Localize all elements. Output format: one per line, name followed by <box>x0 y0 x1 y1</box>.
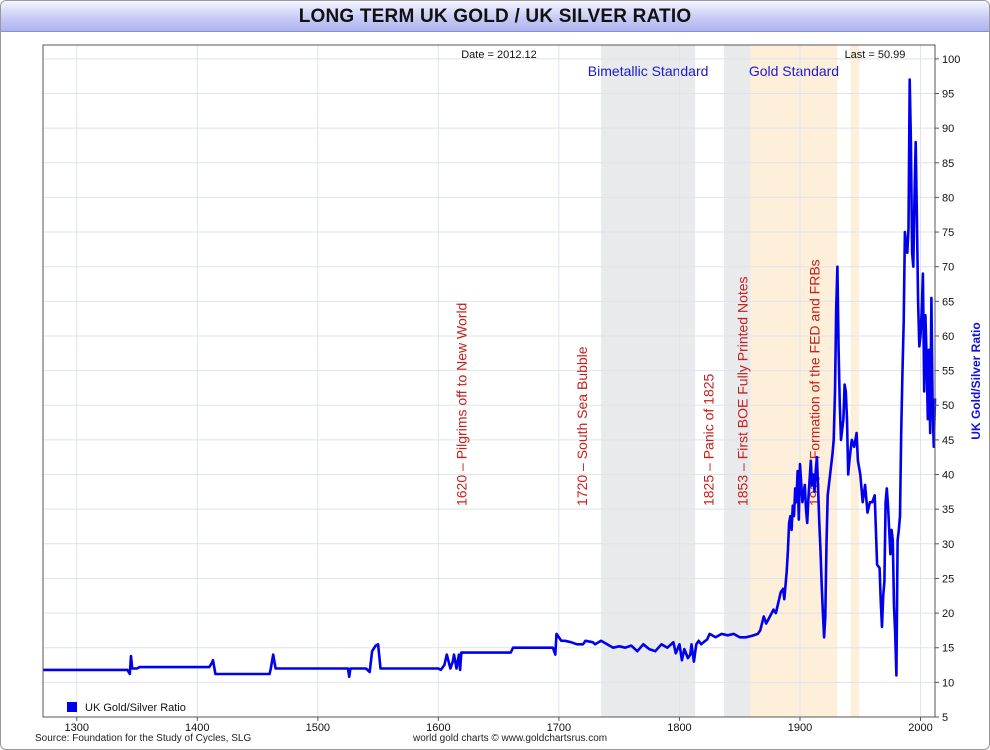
event-annotation-4: 1913 – Formation of the FED and FRBs <box>807 259 823 506</box>
region-label-2: Gold Standard <box>749 63 839 79</box>
y-tick-label-0: 5 <box>942 712 948 724</box>
last-label: Last = 50.99 <box>845 49 906 61</box>
y-tick-label-19: 100 <box>942 54 960 66</box>
y-tick-label-18: 95 <box>942 88 954 100</box>
y-tick-label-2: 15 <box>942 643 954 655</box>
y-tick-label-14: 75 <box>942 227 954 239</box>
x-tick-label-7: 2000 <box>908 722 932 734</box>
x-tick-label-1: 1400 <box>185 722 209 734</box>
event-annotation-2: 1825 – Panic of 1825 <box>701 373 717 506</box>
y-tick-label-6: 35 <box>942 504 954 516</box>
y-tick-label-11: 60 <box>942 331 954 343</box>
x-tick-label-0: 1300 <box>65 722 89 734</box>
page-title: LONG TERM UK GOLD / UK SILVER RATIO <box>298 6 692 27</box>
credit-note: world gold charts © www.goldchartsrus.co… <box>413 733 608 744</box>
region-band-0 <box>601 45 696 717</box>
y-tick-label-7: 40 <box>942 470 954 482</box>
y-tick-label-3: 20 <box>942 608 954 620</box>
date-label: Date = 2012.12 <box>461 49 537 61</box>
x-tick-label-3: 1600 <box>426 722 450 734</box>
x-tick-label-4: 1700 <box>547 722 571 734</box>
y-tick-label-12: 65 <box>942 296 954 308</box>
legend-swatch <box>67 702 77 712</box>
region-label-0: Bimetallic Standard <box>588 63 709 79</box>
y-tick-label-16: 85 <box>942 158 954 170</box>
y-tick-label-10: 55 <box>942 366 954 378</box>
legend-label: UK Gold/Silver Ratio <box>85 702 186 714</box>
y-tick-label-9: 50 <box>942 400 954 412</box>
ratio-series-line <box>43 78 937 679</box>
y-tick-label-17: 90 <box>942 123 954 135</box>
y-tick-label-13: 70 <box>942 262 954 274</box>
source-note: Source: Foundation for the Study of Cycl… <box>35 733 252 744</box>
y-tick-label-5: 30 <box>942 539 954 551</box>
region-band-1 <box>724 45 751 717</box>
region-band-3 <box>850 45 860 717</box>
title-bar <box>1 1 989 32</box>
y-tick-label-4: 25 <box>942 573 954 585</box>
y-axis-label: UK Gold/Silver Ratio <box>969 322 983 439</box>
plot-border <box>42 44 936 718</box>
event-annotation-0: 1620 – Pilgrims off to New World <box>453 303 469 506</box>
y-tick-label-1: 10 <box>942 677 954 689</box>
event-annotation-3: 1853 – First BOE Fully Printed Notes <box>734 276 750 506</box>
y-tick-label-15: 80 <box>942 192 954 204</box>
event-annotation-1: 1720 – South Sea Bubble <box>574 346 590 506</box>
x-tick-label-2: 1500 <box>306 722 330 734</box>
x-tick-label-5: 1800 <box>667 722 691 734</box>
x-tick-label-6: 1900 <box>788 722 812 734</box>
y-tick-label-8: 45 <box>942 435 954 447</box>
